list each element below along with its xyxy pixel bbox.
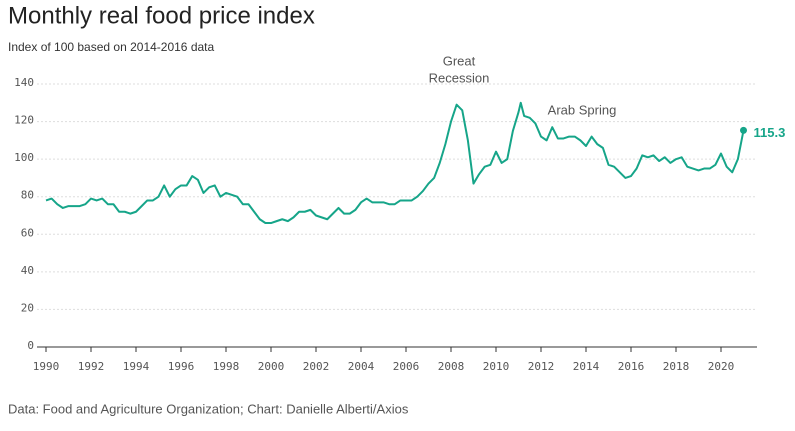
annotation: Arab Spring	[548, 102, 617, 117]
x-tick-label: 2010	[483, 360, 510, 373]
x-tick-label: 2004	[348, 360, 375, 373]
y-tick-label: 80	[21, 189, 34, 202]
end-point	[740, 126, 747, 134]
series-line	[45, 101, 745, 225]
y-tick-label: 120	[14, 114, 34, 127]
y-tick-label: 140	[14, 76, 34, 89]
annotation: Recession	[429, 70, 490, 85]
x-tick-label: 2000	[258, 360, 285, 373]
y-tick-label: 20	[21, 301, 34, 314]
chart-subtitle: Index of 100 based on 2014-2016 data	[8, 40, 215, 54]
x-tick-label: 2012	[528, 360, 555, 373]
x-tick-label: 2018	[663, 360, 690, 373]
x-tick-label: 2002	[303, 360, 330, 373]
x-tick-label: 1994	[123, 360, 150, 373]
value-label: 115.3	[754, 125, 786, 140]
y-tick-label: 0	[27, 339, 34, 352]
x-tick-label: 2006	[393, 360, 420, 373]
source: Data: Food and Agriculture Organization;…	[8, 401, 409, 416]
annotation: Great	[443, 53, 476, 68]
x-tick-label: 2014	[573, 360, 600, 373]
x-tick-label: 2020	[708, 360, 735, 373]
x-tick-label: 1996	[168, 360, 195, 373]
y-tick-label: 100	[14, 151, 34, 164]
x-tick-label: 1992	[78, 360, 105, 373]
x-tick-label: 2016	[618, 360, 645, 373]
chart-title: Monthly real food price index	[8, 2, 315, 29]
x-tick-label: 1998	[213, 360, 240, 373]
x-tick-label: 2008	[438, 360, 465, 373]
y-tick-label: 40	[21, 264, 34, 277]
x-tick-label: 1990	[33, 360, 60, 373]
y-tick-label: 60	[21, 226, 34, 239]
